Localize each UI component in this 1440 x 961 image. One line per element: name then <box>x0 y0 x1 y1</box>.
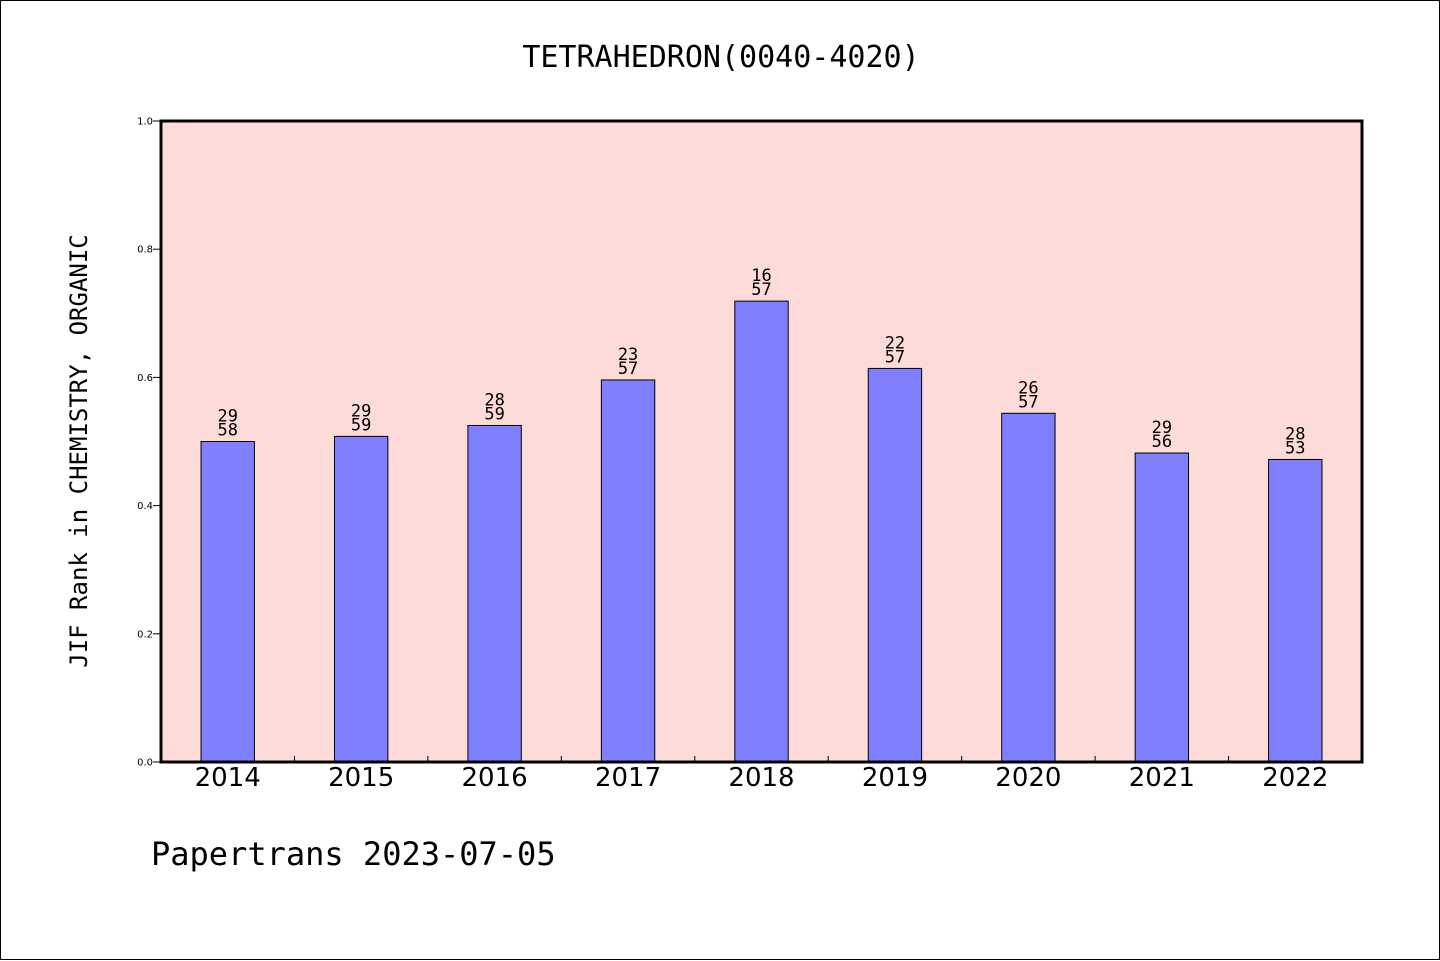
x-tick-label: 2019 <box>862 763 928 793</box>
bar-2022 <box>1268 458 1323 763</box>
bar-total-label: 59 <box>484 405 504 425</box>
x-axis: 2014 2015 2016 2017 2018 2019 2020 2021 2022 <box>195 756 1328 793</box>
y-tick-label: 0.0 <box>137 758 153 769</box>
bar-total-label: 59 <box>351 415 371 435</box>
bar-2014 <box>200 441 255 763</box>
x-tick-label: 2016 <box>462 763 528 793</box>
x-tick-label: 2018 <box>728 763 794 793</box>
bar-rank-label: 22 <box>885 333 905 353</box>
bar-2020 <box>1001 412 1056 763</box>
x-tick-label: 2015 <box>328 763 394 793</box>
bar-total-label: 58 <box>217 421 237 441</box>
y-tick-label: 0.4 <box>137 501 153 512</box>
y-axis-label: JIF Rank in CHEMISTRY, ORGANIC <box>65 234 93 667</box>
bar-2017 <box>600 379 656 763</box>
bar-rank-label: 26 <box>1018 378 1038 398</box>
y-tick-label: 1.0 <box>137 117 153 128</box>
bar-total-label: 56 <box>1152 432 1172 452</box>
bar-total-label: 53 <box>1285 438 1305 458</box>
x-tick-label: 2017 <box>595 763 661 793</box>
bar-rank-label: 28 <box>1285 424 1305 444</box>
y-tick-label: 0.2 <box>137 629 153 640</box>
bar-total-label: 57 <box>1018 392 1038 412</box>
footer-credit: Papertrans 2023-07-05 <box>151 835 556 873</box>
x-tick-label: 2021 <box>1129 763 1195 793</box>
bar-rank-label: 16 <box>751 266 771 286</box>
y-axis: 0.0 0.2 0.4 0.6 0.8 1.0 <box>137 117 161 769</box>
bar-rank-label: 23 <box>618 345 638 365</box>
bar-2021 <box>1134 452 1190 763</box>
bar-total-label: 57 <box>751 280 771 300</box>
plot-border <box>159 119 1364 764</box>
bar-rank-label: 29 <box>217 407 237 427</box>
chart-title: TETRAHEDRON(0040-4020) <box>522 40 919 75</box>
bar-2016 <box>467 424 522 763</box>
y-tick-label: 0.6 <box>137 373 153 384</box>
bar-2018 <box>734 300 789 763</box>
bar-rank-label: 29 <box>1152 418 1172 438</box>
bar-2015 <box>333 435 389 763</box>
bar-total-label: 57 <box>885 347 905 367</box>
bar-rank-label: 28 <box>484 391 504 411</box>
bar-2019 <box>867 367 923 763</box>
x-tick-label: 2020 <box>995 763 1061 793</box>
bar-rank-label: 29 <box>351 401 371 421</box>
x-tick-label: 2022 <box>1262 763 1328 793</box>
bar-total-label: 57 <box>618 359 638 379</box>
x-tick-label: 2014 <box>195 763 261 793</box>
y-tick-label: 0.8 <box>137 245 153 256</box>
